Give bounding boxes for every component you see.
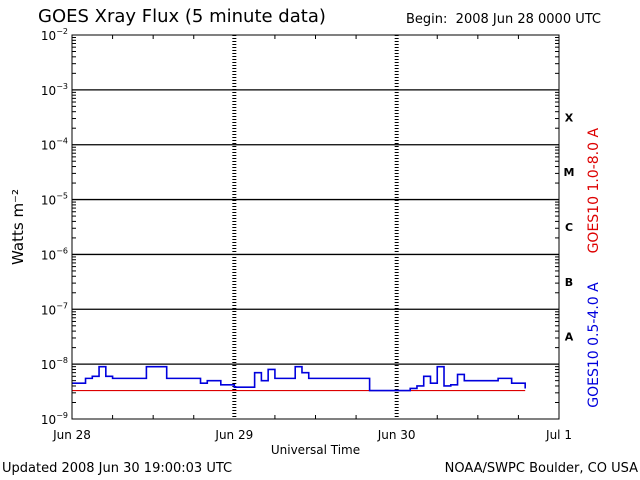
x-tick-label: Jun 29: [214, 428, 253, 442]
y-tick-label: 10−9: [41, 411, 68, 427]
flare-class-C: C: [565, 221, 573, 234]
flare-class-X: X: [565, 111, 574, 124]
x-tick-label: Jun 28: [52, 428, 91, 442]
y-tick-label: 10−8: [41, 356, 68, 372]
chart-title: GOES Xray Flux (5 minute data): [38, 6, 326, 27]
y-axis-label: Watts m⁻²: [9, 189, 27, 265]
legend-label-short-channel: GOES10 0.5-4.0 A: [586, 282, 602, 408]
y-tick-label: 10−4: [41, 137, 68, 153]
flare-class-M: M: [564, 166, 575, 179]
legend-label-long-channel: GOES10 1.0-8.0 A: [586, 128, 602, 254]
y-tick-label: 10−6: [41, 246, 68, 262]
begin-label: Begin:: [406, 12, 448, 27]
series-line-short-channel: [72, 365, 526, 392]
y-tick-label: 10−7: [41, 301, 68, 317]
updated-timestamp: Updated 2008 Jun 30 19:00:03 UTC: [2, 461, 233, 476]
begin-value: 2008 Jun 28 0000 UTC: [455, 12, 601, 27]
flare-class-A: A: [565, 331, 574, 344]
begin-timestamp: Begin: 2008 Jun 28 0000 UTC: [406, 13, 601, 26]
series-layer: [72, 365, 526, 392]
x-tick-label: Jun 30: [377, 428, 416, 442]
y-tick-label: 10−5: [41, 192, 68, 208]
y-tick-label: 10−2: [41, 27, 68, 43]
plot-frame: [71, 34, 560, 420]
flare-class-B: B: [565, 276, 573, 289]
data-credit: NOAA/SWPC Boulder, CO USA: [444, 461, 638, 476]
y-tick-label: 10−3: [41, 82, 68, 98]
axis-layer: 10−9 10−8 10−7 10−6 10−5 10−4 10−3 10−2 Jun 28 Ju…: [9, 27, 602, 457]
grid-layer: [72, 35, 559, 417]
x-axis-label: Universal Time: [271, 443, 360, 457]
x-tick-label: Jul 1: [545, 428, 572, 442]
